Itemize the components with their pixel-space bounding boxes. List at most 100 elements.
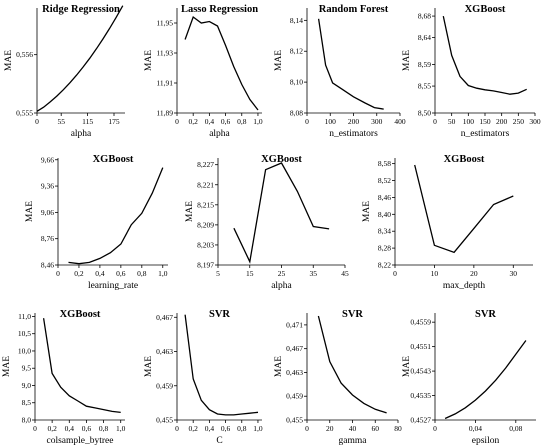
x-tick-label: 0,4: [65, 424, 75, 433]
y-tick-label: 0,4559: [410, 318, 431, 327]
y-tick-label: 0,4543: [410, 367, 431, 376]
y-axis-label: MAE: [25, 201, 35, 222]
y-tick-label: 8,59: [418, 60, 431, 69]
x-tick-label: 0,2: [189, 424, 199, 433]
x-axis-label: C: [216, 436, 222, 446]
subplot-1: Ridge Regression 0,555 0,556 0 55 115 175 alpha…: [4, 4, 125, 139]
x-tick-label: 0,8: [137, 269, 147, 278]
x-tick-label: 0,8: [99, 424, 109, 433]
y-tick-label: 10,5: [18, 329, 31, 338]
y-tick-label: 8,55: [418, 82, 431, 91]
subplot-6: XGBoost 8,197 8,203 8,209 8,215 8,221 8,227 5 15…: [185, 154, 349, 291]
subplot-10: SVR 0,455 0,459 0,463 0,467 0,471 0 20 40 60 80 gam…: [274, 309, 402, 446]
y-tick-label: 9,5: [22, 364, 32, 373]
x-tick-label: 0: [433, 424, 437, 433]
subplot-4: XGBoost 8,50 8,55 8,59 8,64 8,68 0 50 100 150 200 2…: [402, 4, 541, 139]
x-tick-label: 20: [470, 269, 478, 278]
series-line: [414, 164, 514, 254]
y-tick-label: 8,10: [290, 78, 303, 87]
x-tick-label: 200: [348, 117, 360, 126]
y-tick-label: 8,215: [197, 200, 214, 209]
x-tick-label: 20: [326, 424, 334, 433]
y-axis-label: MAE: [2, 356, 12, 377]
x-tick-label: 5: [216, 269, 220, 278]
y-tick-label: 8,28: [378, 244, 391, 253]
x-tick-label: 10: [431, 269, 439, 278]
y-tick-label: 10,0: [18, 346, 31, 355]
y-tick-label: 0,459: [156, 381, 173, 390]
x-tick-label: 1,0: [253, 117, 263, 126]
x-tick-label: 175: [108, 117, 120, 126]
y-tick-label: 0,467: [286, 344, 303, 353]
y-tick-label: 8,5: [22, 398, 32, 407]
y-tick-label: 8,209: [197, 220, 214, 229]
y-axis-label: MAE: [402, 50, 412, 71]
subplot-5: XGBoost 8,46 8,76 9,06 9,36 9,66 0 0,2 0,4 0,6 0,8…: [25, 154, 168, 291]
x-tick-label: 0: [56, 269, 60, 278]
subplot-title: XGBoost: [261, 154, 302, 165]
x-tick-label: 0: [175, 117, 179, 126]
x-tick-label: 0: [175, 424, 179, 433]
x-tick-label: 25: [278, 269, 286, 278]
subplot-title: XGBoost: [444, 154, 485, 165]
y-tick-label: 8,40: [378, 210, 391, 219]
y-tick-label: 0,467: [156, 313, 173, 322]
x-tick-label: 80: [394, 424, 402, 433]
series-line: [184, 314, 259, 416]
y-axis-label: MAE: [274, 50, 284, 71]
y-tick-label: 8,22: [378, 261, 391, 270]
x-tick-label: 115: [82, 117, 93, 126]
x-tick-label: 0,8: [237, 424, 247, 433]
y-tick-label: 9,0: [22, 381, 32, 390]
x-tick-label: 0,2: [47, 424, 57, 433]
x-tick-label: 0,04: [469, 424, 482, 433]
y-tick-label: 8,197: [197, 261, 214, 270]
y-tick-label: 0,459: [286, 392, 303, 401]
y-tick-label: 8,34: [378, 227, 391, 236]
x-tick-label: 0,8: [237, 117, 247, 126]
series-line: [317, 315, 387, 414]
subplot-title: XGBoost: [93, 154, 134, 165]
x-tick-label: 0,6: [221, 117, 231, 126]
y-tick-label: 8,46: [41, 261, 54, 270]
y-axis-label: MAE: [185, 201, 195, 222]
x-tick-label: 300: [529, 117, 541, 126]
y-axis-label: MAE: [274, 356, 284, 377]
y-tick-label: 0,4551: [410, 342, 431, 351]
y-tick-label: 0,463: [156, 347, 173, 356]
y-tick-label: 0,471: [286, 320, 303, 329]
y-tick-label: 8,58: [378, 159, 391, 168]
y-tick-label: 8,52: [378, 176, 391, 185]
y-tick-label: 9,36: [41, 182, 54, 191]
x-tick-label: 1,0: [116, 424, 126, 433]
subplot-7: XGBoost 8,22 8,28 8,34 8,40 8,46 8,52 8,58 0 10 20…: [362, 154, 533, 291]
subplot-title: SVR: [342, 309, 363, 320]
x-tick-label: 0: [33, 424, 37, 433]
x-axis-label: max_depth: [443, 281, 485, 291]
x-axis-label: alpha: [209, 129, 230, 139]
x-tick-label: 55: [57, 117, 65, 126]
subplot-title: SVR: [475, 309, 496, 320]
y-tick-label: 8,14: [290, 16, 303, 25]
y-tick-label: 8,221: [197, 180, 214, 189]
x-tick-label: 35: [310, 269, 318, 278]
subplot-title: Random Forest: [319, 4, 389, 15]
x-tick-label: 0,2: [74, 269, 84, 278]
y-tick-label: 0,556: [16, 50, 33, 59]
x-tick-label: 0: [305, 117, 309, 126]
y-axis-label: MAE: [362, 201, 372, 222]
y-axis-label: MAE: [4, 50, 14, 71]
y-tick-label: 0,4535: [410, 391, 431, 400]
x-tick-label: 250: [513, 117, 525, 126]
subplot-title: SVR: [209, 309, 230, 320]
x-tick-label: 400: [394, 117, 406, 126]
y-tick-label: 11,0: [18, 312, 31, 321]
x-axis-label: alpha: [71, 129, 92, 139]
x-tick-label: 0: [305, 424, 309, 433]
y-tick-label: 11,93: [156, 49, 173, 58]
x-tick-label: 0,2: [189, 117, 199, 126]
series-line: [442, 15, 527, 95]
x-tick-label: 60: [372, 424, 380, 433]
y-tick-label: 0,555: [16, 109, 33, 118]
y-tick-label: 8,227: [197, 160, 214, 169]
